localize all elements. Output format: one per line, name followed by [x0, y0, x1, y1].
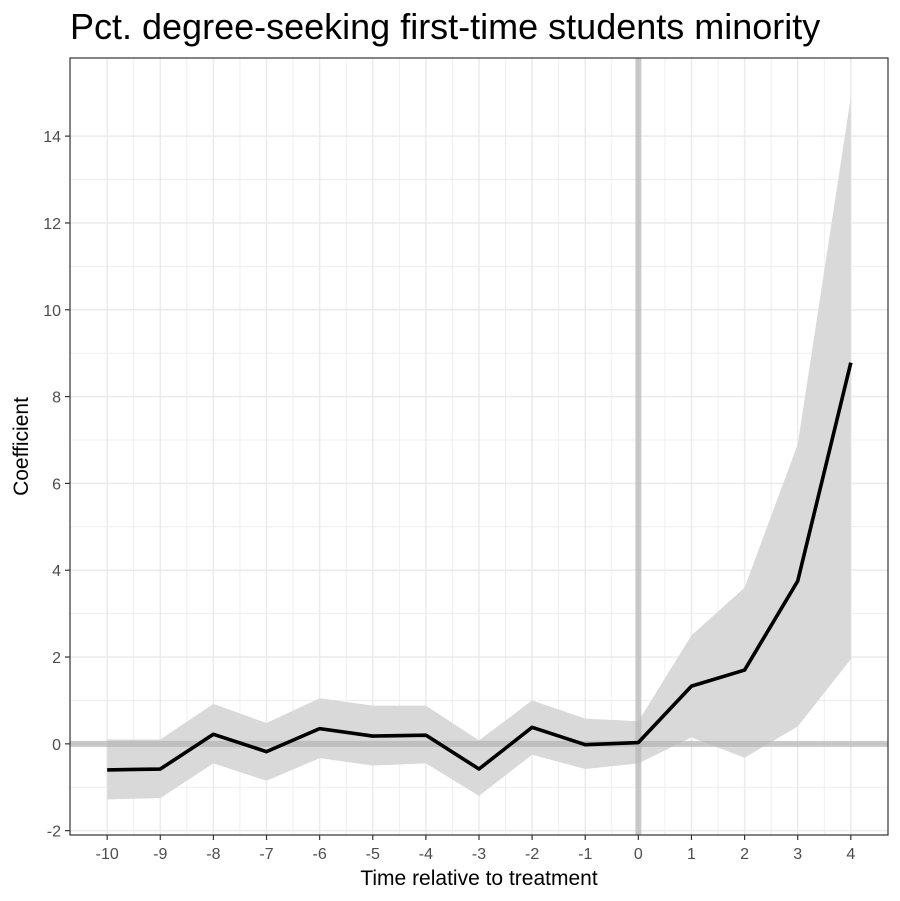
y-tick-label: 0 — [52, 737, 61, 754]
x-tick-label: 3 — [793, 846, 802, 863]
coefficient-line-layer — [107, 362, 853, 772]
y-tick-label: 4 — [52, 563, 61, 580]
confidence-band-layer — [107, 97, 851, 800]
x-tick-label: 4 — [846, 846, 855, 863]
x-tick-label: -6 — [313, 846, 327, 863]
x-tick-label: -3 — [472, 846, 486, 863]
x-tick-label: -5 — [366, 846, 380, 863]
y-tick-label: 6 — [52, 476, 61, 493]
reference-line-layer — [70, 58, 888, 835]
confidence-band — [107, 97, 851, 800]
chart-title: Pct. degree-seeking first-time students … — [70, 6, 821, 47]
x-tick-label: -1 — [578, 846, 592, 863]
x-axis-title: Time relative to treatment — [360, 867, 597, 890]
y-tick-label: -2 — [47, 824, 61, 841]
y-tick-label: 2 — [52, 650, 61, 667]
x-tick-label: 1 — [687, 846, 696, 863]
y-tick-label: 12 — [43, 216, 61, 233]
x-tick-label: 2 — [740, 846, 749, 863]
y-axis-title: Coefficient — [10, 397, 33, 496]
x-tick-label: -4 — [419, 846, 433, 863]
x-tick-label: -9 — [153, 846, 167, 863]
x-tick-label: -2 — [525, 846, 539, 863]
x-tick-label: -10 — [96, 846, 119, 863]
x-tick-label: 0 — [634, 846, 643, 863]
y-tick-label: 10 — [43, 303, 61, 320]
x-tick-label: -8 — [206, 846, 220, 863]
y-tick-label: 8 — [52, 390, 61, 407]
y-tick-label: 14 — [43, 129, 61, 146]
x-tick-label: -7 — [259, 846, 273, 863]
